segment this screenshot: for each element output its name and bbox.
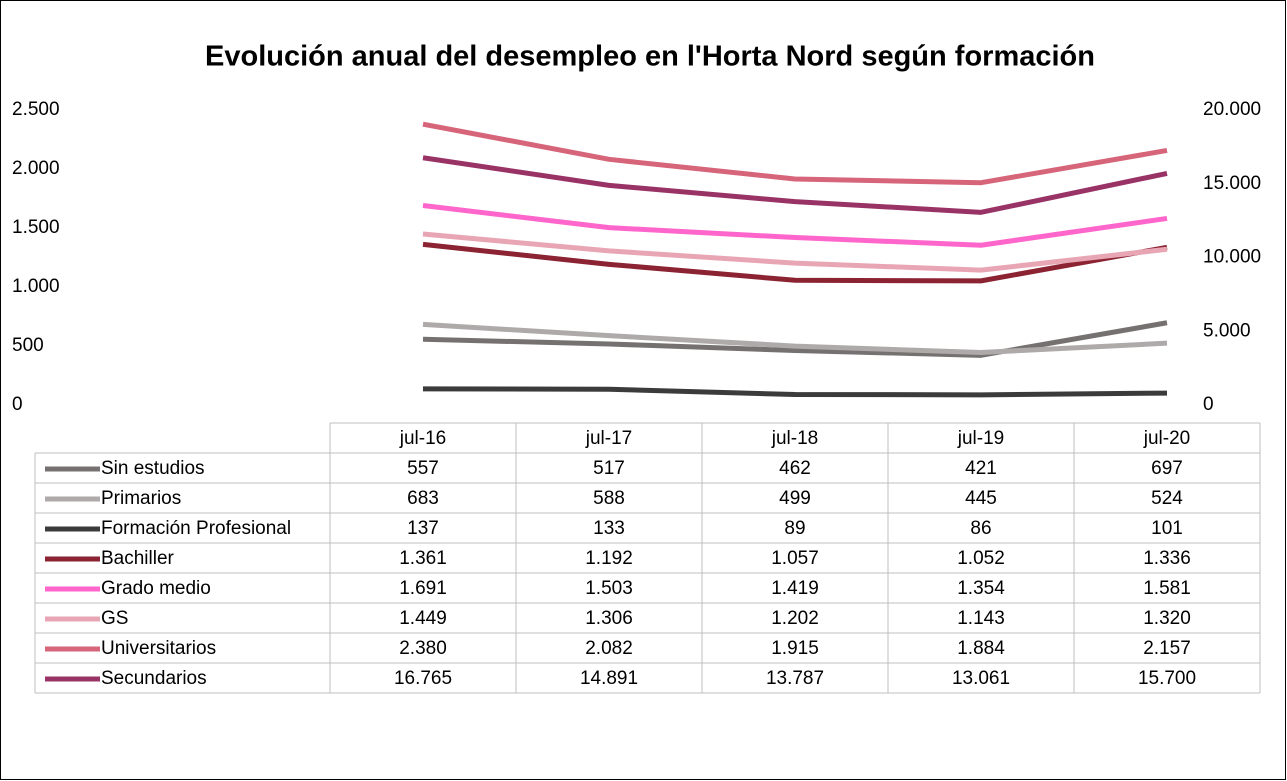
y-tick-label: 2.000 [12, 158, 60, 179]
table-cell: 2.157 [1143, 638, 1191, 659]
y-tick-label: 0 [12, 394, 23, 415]
table-cell: 1.419 [771, 578, 819, 599]
table-cell: 2.082 [585, 638, 633, 659]
legend-label: Grado medio [101, 578, 211, 599]
series-line [422, 386, 1168, 398]
table-cell: 89 [784, 518, 805, 539]
table-cell: 499 [779, 488, 811, 509]
table-cell: 1.336 [1143, 548, 1191, 569]
y-tick-label: 2.500 [12, 99, 60, 120]
x-tick-label: jul-17 [585, 428, 632, 449]
table-cell: 137 [407, 518, 439, 539]
x-tick-label: jul-19 [957, 428, 1004, 449]
table-cell: 1.884 [957, 638, 1005, 659]
x-tick-label: jul-18 [771, 428, 818, 449]
y2-tick-label: 0 [1203, 394, 1214, 415]
table-cell: 462 [779, 458, 811, 479]
table-cell: 14.891 [580, 668, 638, 689]
y-tick-label: 500 [12, 335, 44, 356]
y2-tick-label: 15.000 [1203, 173, 1261, 194]
series-line [422, 241, 1168, 284]
table-cell: 524 [1151, 488, 1183, 509]
series-line [422, 121, 1168, 186]
table-cell: 2.380 [399, 638, 447, 659]
table-cell: 1.449 [399, 608, 447, 629]
series-line [422, 321, 1168, 355]
series-line [422, 231, 1168, 273]
table-cell: 1.915 [771, 638, 819, 659]
table-cell: 133 [593, 518, 625, 539]
y-tick-label: 1.000 [12, 276, 60, 297]
legend-label: GS [101, 608, 128, 629]
table-cell: 557 [407, 458, 439, 479]
table-cell: 15.700 [1138, 668, 1196, 689]
chart-title: Evolución anual del desempleo en l'Horta… [205, 41, 1095, 73]
table-cell: 1.581 [1143, 578, 1191, 599]
table-cell: 1.057 [771, 548, 819, 569]
table-cell: 1.503 [585, 578, 633, 599]
table-cell: 1.192 [585, 548, 633, 569]
table-cell: 517 [593, 458, 625, 479]
table-cell: 1.202 [771, 608, 819, 629]
table-cell: 1.143 [957, 608, 1005, 629]
table-cell: 1.691 [399, 578, 447, 599]
series-line [422, 202, 1168, 248]
table-cell: 86 [970, 518, 991, 539]
table-cell: 16.765 [394, 668, 452, 689]
table-cell: 445 [965, 488, 997, 509]
table-cell: 101 [1151, 518, 1183, 539]
legend-label: Sin estudios [101, 458, 205, 479]
table-cell: 588 [593, 488, 625, 509]
table-cell: 1.320 [1143, 608, 1191, 629]
series-line [422, 155, 1168, 215]
legend-label: Universitarios [101, 638, 216, 659]
legend-label: Primarios [101, 488, 181, 509]
legend-label: Secundarios [101, 668, 207, 689]
table-cell: 697 [1151, 458, 1183, 479]
series-line [422, 320, 1168, 358]
y2-tick-label: 10.000 [1203, 247, 1261, 268]
x-tick-label: jul-20 [1143, 428, 1190, 449]
x-tick-label: jul-16 [399, 428, 446, 449]
table-cell: 421 [965, 458, 997, 479]
table-cell: 1.306 [585, 608, 633, 629]
legend-label: Bachiller [101, 548, 175, 569]
table-cell: 13.787 [766, 668, 824, 689]
table-cell: 1.361 [399, 548, 447, 569]
table-cell: 1.354 [957, 578, 1005, 599]
y2-tick-label: 20.000 [1203, 99, 1261, 120]
table-cell: 1.052 [957, 548, 1005, 569]
table-cell: 683 [407, 488, 439, 509]
y2-tick-label: 5.000 [1203, 320, 1251, 341]
legend-label: Formación Profesional [101, 518, 291, 539]
table-cell: 13.061 [952, 668, 1010, 689]
y-tick-label: 1.500 [12, 217, 60, 238]
